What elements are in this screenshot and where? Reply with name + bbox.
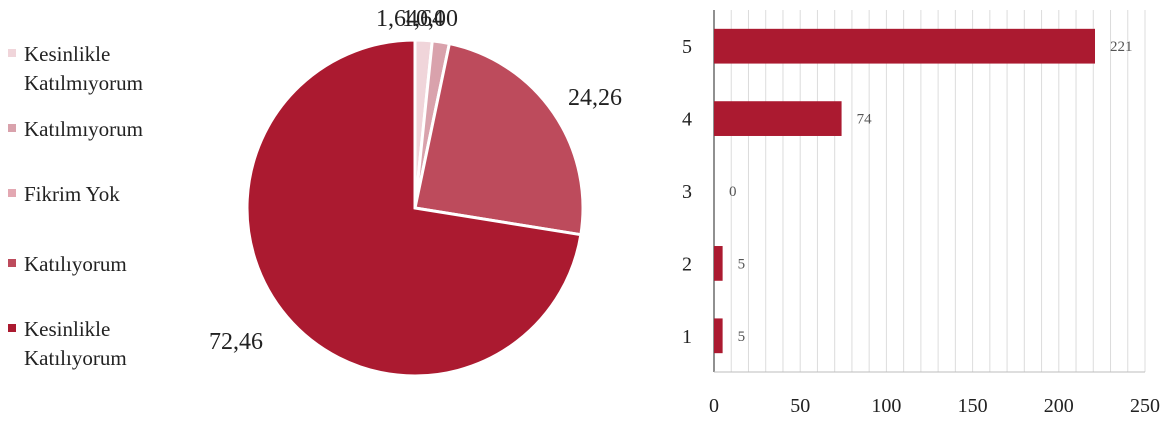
bar-data-label: 221: [1110, 39, 1133, 55]
legend-label: Katılıyorum: [24, 346, 127, 370]
y-category-label: 4: [682, 109, 692, 131]
y-category-label: 1: [682, 326, 692, 348]
x-tick-label: 250: [1130, 395, 1160, 417]
pie-data-label: 1,64: [402, 6, 444, 32]
x-tick-label: 150: [958, 395, 988, 417]
bar: [714, 246, 723, 281]
legend-swatch: [8, 324, 16, 332]
y-category-label: 2: [682, 253, 692, 275]
legend-swatch: [8, 124, 16, 132]
legend-label: Kesinlikle: [24, 42, 110, 66]
pie-chart: 1,641,640,00 24,26 72,46: [209, 6, 622, 378]
pie-legend: Kesinlikle Katılmıyorum Katılmıyorum Fikrim…: [8, 42, 143, 370]
legend-label: Fikrim Yok: [24, 182, 120, 206]
bar: [714, 28, 1096, 64]
bar-data-label: 0: [729, 184, 737, 200]
legend-label: Katılıyorum: [24, 252, 127, 276]
legend-label: Kesinlikle: [24, 317, 110, 341]
pie-data-label: 72,46: [209, 329, 263, 355]
bar: [714, 318, 723, 354]
x-tick-label: 100: [871, 395, 901, 417]
legend-swatch: [8, 259, 16, 267]
bar: [714, 101, 842, 136]
bar-chart: 0 50 100 150 200 250 5 221 4 74 3 0 2 5 1 5: [682, 10, 1160, 417]
bar-data-label: 5: [738, 329, 746, 345]
x-tick-label: 0: [709, 395, 719, 417]
x-tick-label: 200: [1044, 395, 1074, 417]
pie-data-label: 24,26: [568, 85, 622, 111]
bar-data-label: 74: [857, 112, 873, 128]
x-tick-label: 50: [790, 395, 810, 417]
pie-data-label: 0,00: [416, 6, 458, 32]
pie-slice: [245, 38, 583, 378]
y-category-label: 5: [682, 36, 692, 58]
pie-slice: [413, 41, 585, 237]
y-category-label: 3: [682, 181, 692, 203]
legend-label: Katılmıyorum: [24, 71, 143, 95]
legend-label: Katılmıyorum: [24, 117, 143, 141]
legend-swatch: [8, 49, 16, 57]
pie-data-label: 1,64: [376, 6, 418, 32]
bar-data-label: 5: [738, 256, 746, 272]
legend-swatch: [8, 189, 16, 197]
